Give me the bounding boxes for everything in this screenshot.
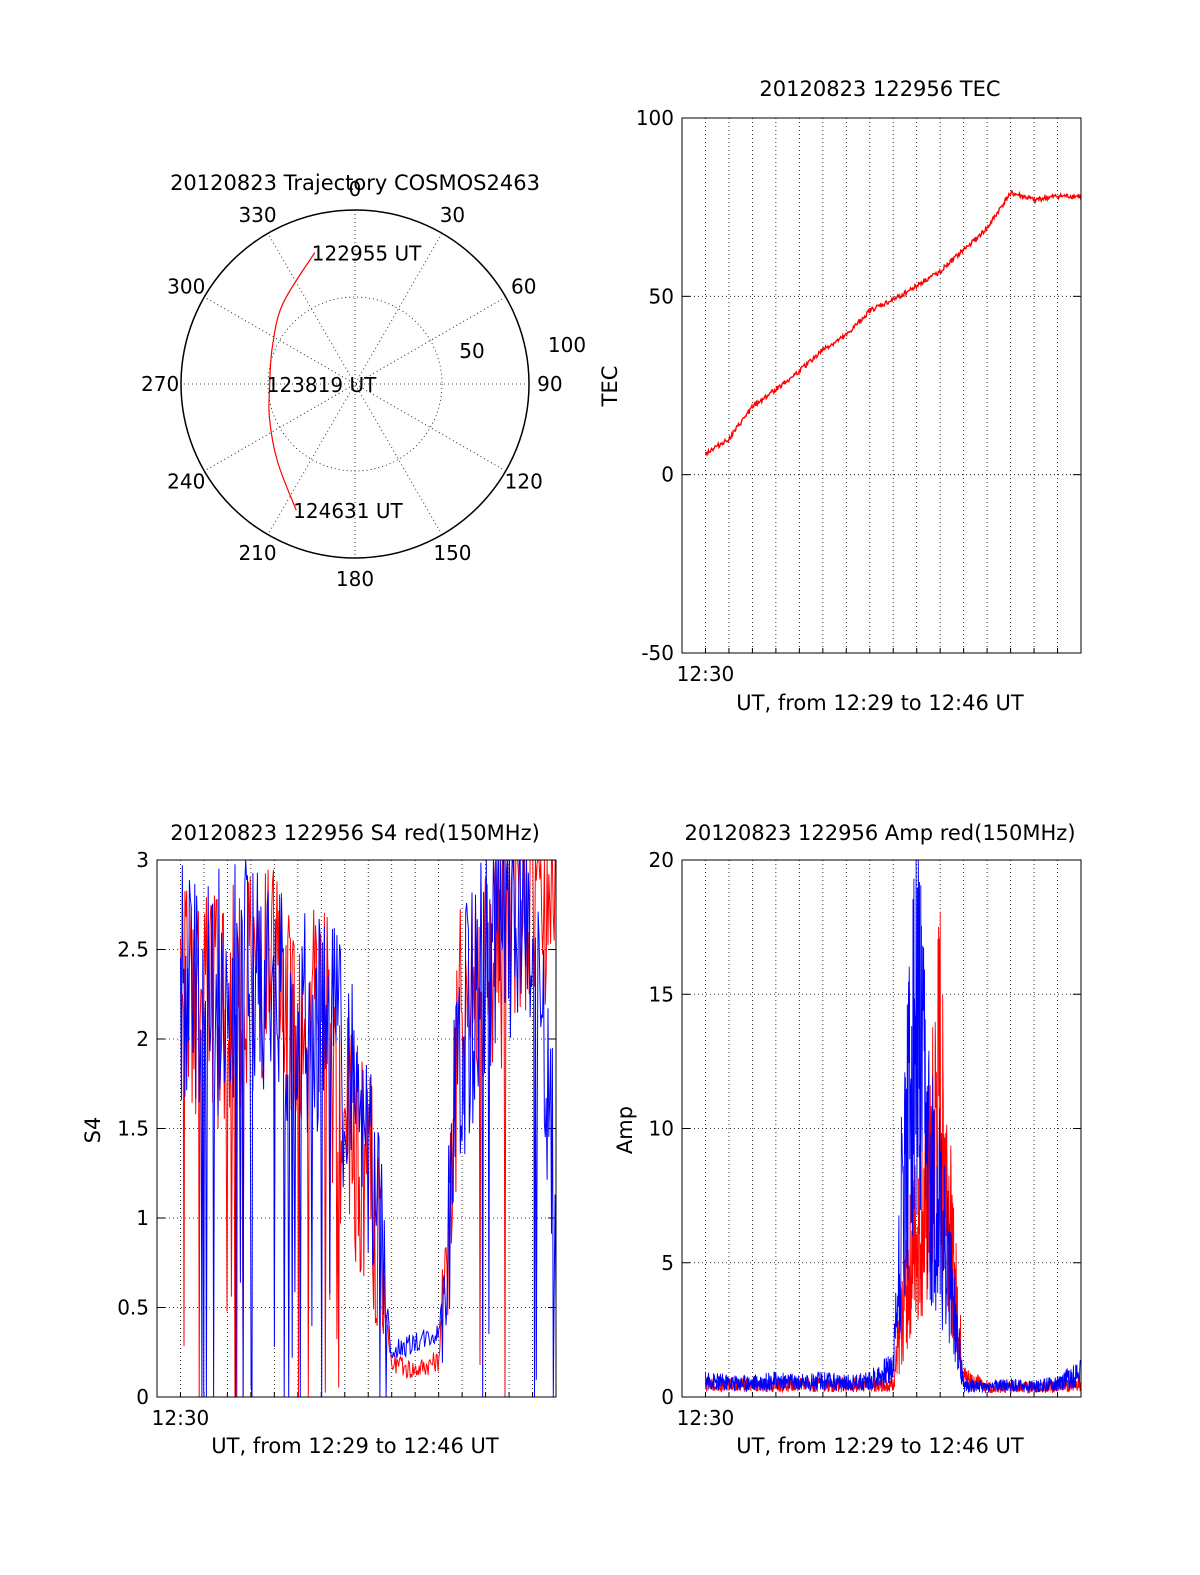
y-tick-label: 100 — [636, 106, 674, 130]
polar-angle-label: 60 — [511, 275, 536, 299]
y-tick-label: 0 — [661, 1385, 674, 1409]
s4-x-axis-label: UT, from 12:29 to 12:46 UT — [211, 1434, 499, 1458]
polar-angle-label: 90 — [537, 372, 562, 396]
trajectory-time-label: 122955 UT — [312, 242, 422, 266]
y-tick-label: 2.5 — [117, 938, 149, 962]
trajectory-time-label: 123819 UT — [267, 373, 377, 397]
polar-angle-label: 0 — [349, 177, 362, 201]
trajectory-line — [268, 252, 316, 511]
x-tick-label: 12:30 — [677, 1406, 735, 1430]
tec-chart-title: 20120823 122956 TEC — [759, 77, 1000, 101]
s4-chart-title: 20120823 122956 S4 red(150MHz) — [170, 821, 540, 845]
tec-y-axis-label: TEC — [598, 366, 622, 408]
amp-x-axis-label: UT, from 12:29 to 12:46 UT — [736, 1434, 1024, 1458]
polar-radial-label: 50 — [459, 339, 484, 363]
polar-angle-label: 30 — [440, 203, 465, 227]
y-tick-label: 20 — [649, 848, 674, 872]
trajectory-time-label: 124631 UT — [293, 499, 403, 523]
tec-chart: 20120823 122956 TEC UT, from 12:29 to 12… — [598, 77, 1082, 715]
s4-chart: 20120823 122956 S4 red(150MHz) UT, from … — [81, 821, 557, 1458]
amp-chart-title: 20120823 122956 Amp red(150MHz) — [684, 821, 1075, 845]
y-tick-label: -50 — [641, 641, 674, 665]
series-line — [704, 189, 1082, 457]
plot-frame — [681, 117, 1082, 654]
polar-annotations: 122955 UT 123819 UT 124631 UT — [267, 242, 422, 524]
y-tick-label: 0 — [136, 1385, 149, 1409]
plot-frame — [156, 859, 557, 1398]
y-tick-label: 2 — [136, 1027, 149, 1051]
polar-angle-labels: 0 30 60 90 120 150 180 210 240 270 300 330 — [141, 177, 563, 591]
polar-trajectory-series — [268, 252, 316, 511]
y-tick-label: 10 — [649, 1117, 674, 1141]
polar-angle-label: 120 — [505, 469, 543, 493]
polar-trajectory-chart: 20120823 Trajectory COSMOS2463 0 30 60 90 12… — [141, 171, 586, 591]
polar-radial-labels: 50 100 — [459, 333, 586, 363]
polar-angle-label: 300 — [167, 275, 205, 299]
y-tick-label: 15 — [649, 982, 674, 1006]
s4-y-axis-label: S4 — [81, 1117, 105, 1144]
y-tick-label: 0 — [661, 463, 674, 487]
polar-radial-label: 100 — [548, 333, 586, 357]
polar-angle-label: 270 — [141, 372, 179, 396]
amp-y-axis-label: Amp — [613, 1106, 637, 1154]
polar-grid — [180, 209, 530, 559]
y-tick-label: 5 — [661, 1251, 674, 1275]
y-tick-label: 3 — [136, 848, 149, 872]
plot-frame — [681, 859, 1082, 1398]
y-tick-label: 1.5 — [117, 1117, 149, 1141]
polar-angle-label: 330 — [238, 203, 276, 227]
y-tick-label: 1 — [136, 1206, 149, 1230]
x-tick-label: 12:30 — [677, 662, 735, 686]
y-tick-label: 0.5 — [117, 1296, 149, 1320]
polar-angle-label: 180 — [336, 567, 374, 591]
polar-angle-label: 210 — [238, 541, 276, 565]
polar-angle-label: 150 — [433, 541, 471, 565]
tec-x-axis-label: UT, from 12:29 to 12:46 UT — [736, 691, 1024, 715]
polar-chart-title: 20120823 Trajectory COSMOS2463 — [170, 171, 540, 195]
polar-angle-label: 240 — [167, 469, 205, 493]
amp-chart: 20120823 122956 Amp red(150MHz) UT, from… — [613, 821, 1082, 1458]
x-tick-label: 12:30 — [152, 1406, 210, 1430]
y-tick-label: 50 — [649, 284, 674, 308]
series-line — [705, 859, 1082, 1394]
